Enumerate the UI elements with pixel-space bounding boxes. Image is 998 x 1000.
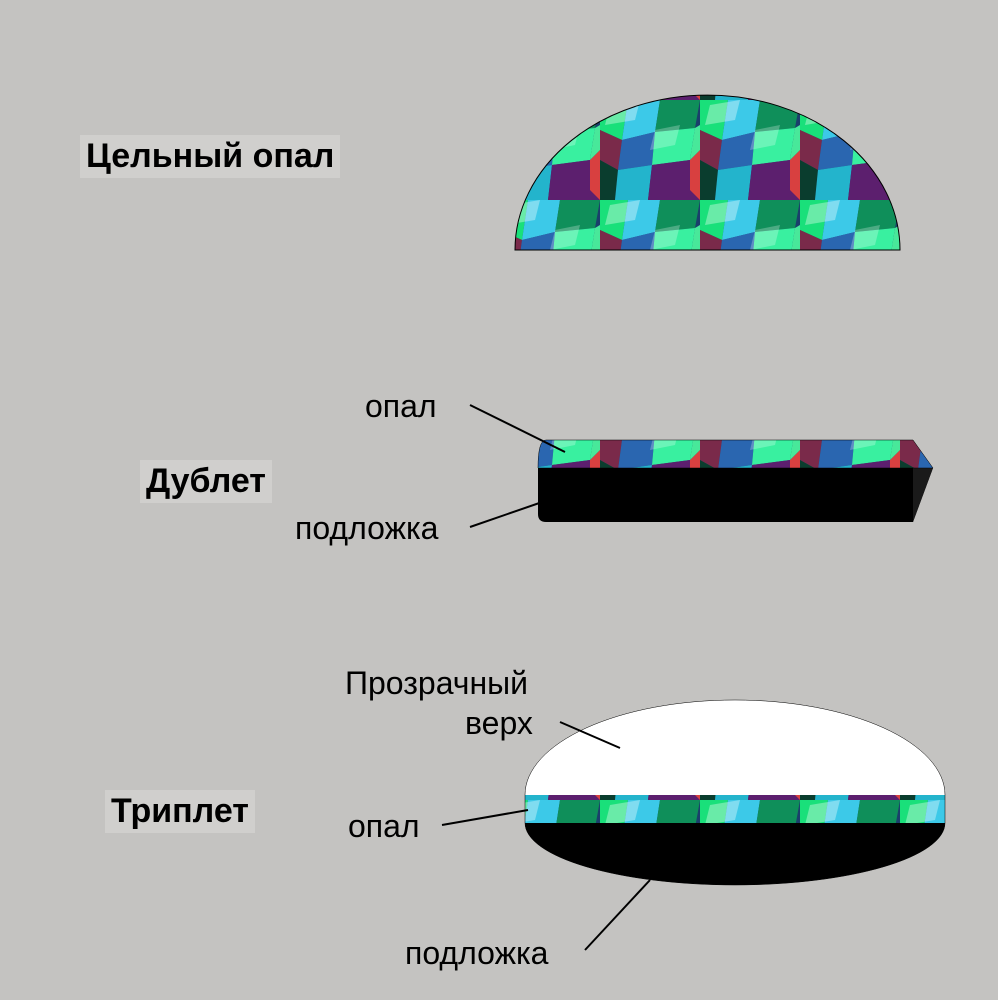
title-doublet: Дублет xyxy=(140,460,272,503)
title-solid-opal: Цельный опал xyxy=(80,135,340,178)
label-triplet-opal: опал xyxy=(348,808,420,845)
label-doublet-base: подложка xyxy=(295,510,438,547)
label-triplet-top-line1: Прозрачный xyxy=(345,665,528,702)
title-triplet: Триплет xyxy=(105,790,255,833)
triplet-shape xyxy=(520,700,950,885)
label-doublet-opal: опал xyxy=(365,388,437,425)
label-triplet-top-line2: верх xyxy=(465,705,533,742)
doublet-shape xyxy=(533,435,938,522)
solid-opal-shape xyxy=(515,95,900,250)
label-triplet-base: подложка xyxy=(405,935,548,972)
